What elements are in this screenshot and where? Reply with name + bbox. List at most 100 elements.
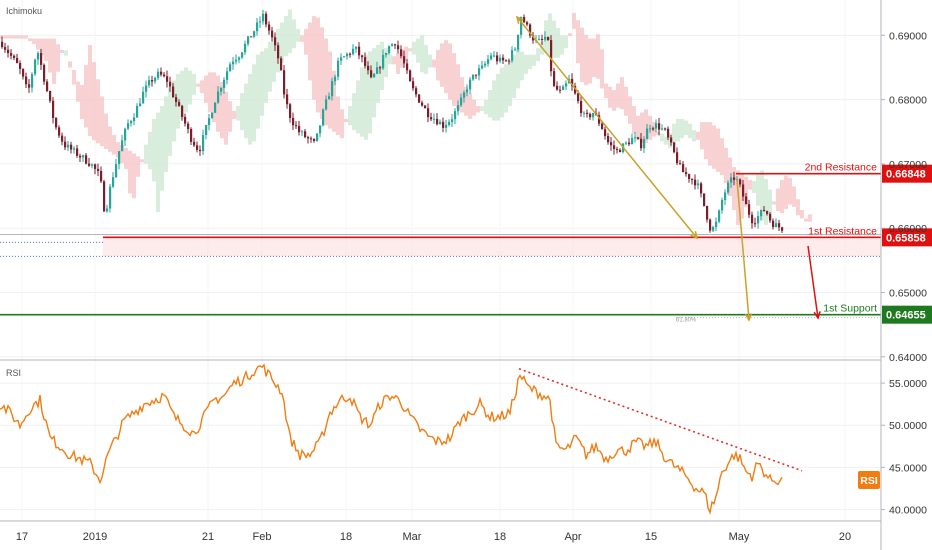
cloud-segment [524, 54, 528, 74]
cloud-segment [692, 130, 696, 142]
cloud-segment [36, 38, 40, 50]
cloud-segment [472, 99, 476, 116]
cloud-segment [244, 83, 248, 139]
cloud-segment [28, 38, 32, 42]
candle-body [412, 81, 415, 89]
candle-body [592, 113, 595, 118]
candle-body [643, 139, 646, 149]
cloud-segment [672, 123, 676, 145]
cloud-segment [748, 180, 752, 190]
candle-body [553, 71, 556, 86]
candle-body [388, 46, 391, 53]
candle-body [670, 137, 673, 143]
candle-body [346, 53, 349, 57]
first-support-text: 1st Support [823, 303, 877, 315]
cloud-segment [376, 45, 380, 103]
candle-body [478, 68, 481, 76]
price-tick-label: 0.66000 [889, 223, 927, 235]
candle-body [184, 116, 187, 124]
cloud-segment [324, 38, 328, 126]
candle-body [10, 53, 13, 56]
price-tick-label: 0.64000 [889, 352, 927, 364]
cloud-segment [148, 131, 152, 170]
candle-body [652, 128, 655, 130]
candle-body [283, 70, 286, 95]
cloud-segment [496, 73, 500, 121]
first-leg-arrow-tail-head [515, 15, 524, 24]
pattern-arrows [515, 15, 821, 322]
cloud-segment [392, 56, 396, 65]
time-tick-label: 2019 [83, 531, 107, 543]
candle-body [343, 56, 346, 58]
cloud-segment [788, 177, 792, 205]
candle-body [370, 70, 373, 78]
candle-body [37, 53, 40, 60]
cloud-segment [688, 123, 692, 139]
candle-body [19, 63, 22, 69]
candle-body [262, 13, 265, 22]
candle-body [658, 123, 661, 130]
time-axis[interactable]: 17 2019 21 Feb 18 Mar 18 Apr 15 May 20 [16, 531, 851, 543]
cloud-segment [68, 61, 72, 68]
candle-body [427, 108, 430, 118]
candle-body [496, 55, 499, 62]
candle-body [331, 81, 334, 97]
cloud-segment [96, 79, 100, 144]
rsi-badge [858, 471, 880, 490]
candle-body [178, 102, 181, 106]
candle-body [490, 55, 493, 60]
candle-body [736, 179, 739, 181]
cloud-segment [160, 106, 164, 191]
cloud-segment [292, 19, 296, 49]
candle-body [193, 141, 196, 146]
cloud-segment [660, 133, 664, 142]
cloud-segment [328, 51, 332, 129]
candle-body [577, 93, 580, 102]
candle-body [514, 49, 517, 51]
cloud-segment [344, 118, 348, 123]
cloud-segment [404, 46, 408, 62]
cloud-segment [512, 54, 516, 99]
cloud-segment [632, 106, 636, 134]
price-axis[interactable]: 0.69000 0.68000 0.67000 0.66000 0.65000 0.640… [881, 30, 927, 364]
candle-body [466, 89, 469, 93]
cloud-segment [252, 64, 256, 142]
cloud-segment [768, 189, 772, 219]
target-arrow-head [813, 311, 821, 320]
cloud-segment [368, 51, 372, 134]
cloud-segment [664, 136, 668, 145]
candle-body [619, 149, 622, 153]
candle-body [205, 125, 208, 136]
cloud-segment [428, 54, 432, 68]
cloud-segment [88, 45, 92, 137]
candle-body [589, 113, 592, 118]
cloud-segment [256, 54, 260, 129]
candle-body [634, 137, 637, 139]
candle-body [754, 223, 757, 225]
candle-body [280, 58, 283, 71]
cloud-segment [600, 49, 604, 89]
time-tick-label: 15 [645, 531, 657, 543]
cloud-segment [532, 54, 536, 66]
cloud-segment [304, 28, 308, 55]
candle-body [256, 22, 259, 32]
cloud-segment [132, 153, 136, 199]
levels: 61.80% 2nd Resistance 1st Resistance 1st Su… [0, 162, 932, 324]
cloud-segment [704, 122, 708, 160]
candle-body [745, 196, 748, 205]
candle-body [181, 105, 184, 117]
cloud-segment [604, 83, 608, 99]
candle-body [406, 63, 409, 71]
candle-body [295, 125, 298, 127]
cloud-segment [232, 110, 236, 119]
cloud-segment [728, 157, 732, 197]
candle-body [70, 144, 73, 150]
candle-body [526, 22, 529, 25]
cloud-segment [700, 122, 704, 150]
candle-body [67, 144, 70, 148]
cloud-segment [508, 61, 512, 107]
rsi-axis[interactable]: 55.0000 50.0000 45.0000 40.0000 [881, 378, 927, 517]
candle-body [211, 112, 214, 119]
candle-body [607, 136, 610, 143]
candle-body [664, 128, 667, 130]
